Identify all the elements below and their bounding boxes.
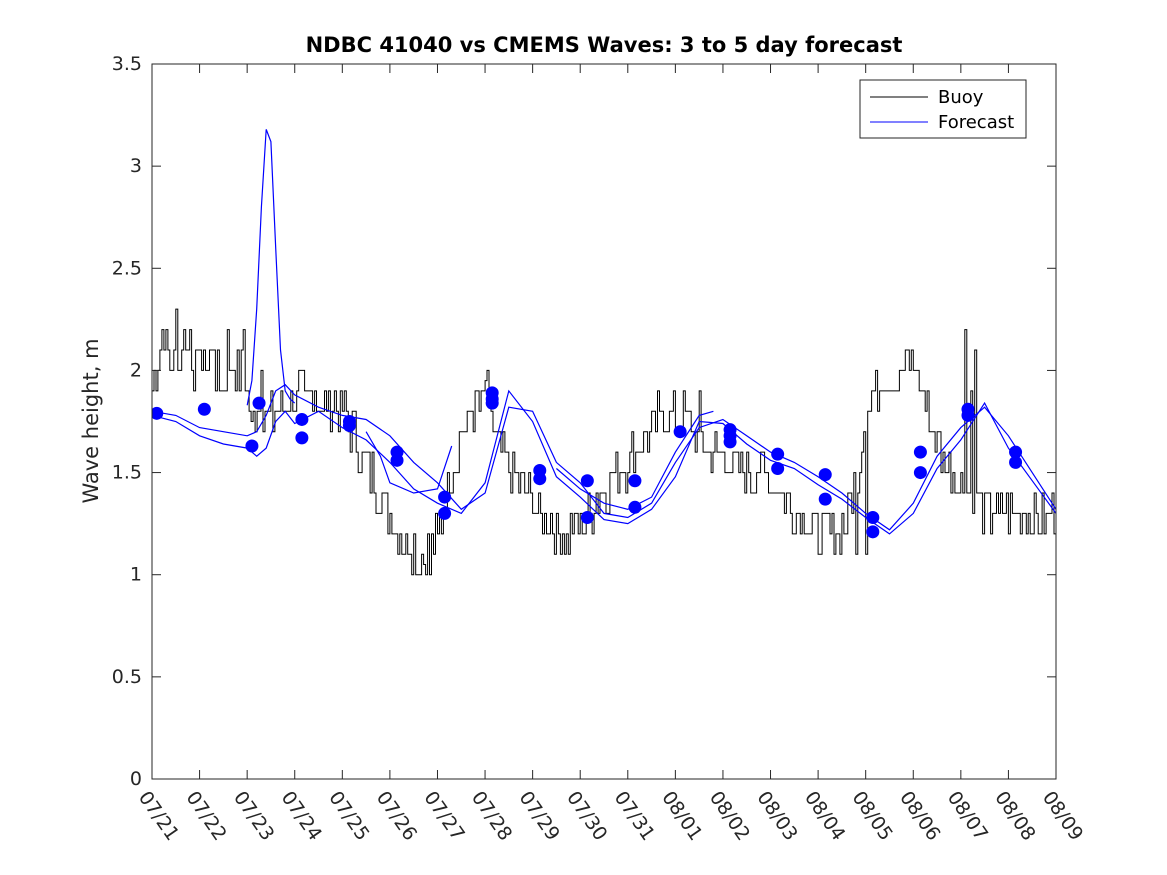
y-tick-label: 0.5: [112, 666, 142, 688]
forecast-point: [818, 468, 832, 482]
forecast-point: [152, 406, 164, 420]
y-axis: 0 0.5 1 1.5 2 2.5 3 3.5: [112, 53, 1056, 790]
forecast-point: [390, 453, 404, 467]
forecast-point: [673, 425, 687, 439]
forecast-point: [580, 511, 594, 525]
series-line-forecast-4: [365, 431, 453, 494]
forecast-point: [252, 396, 266, 410]
forecast-point: [1009, 445, 1023, 459]
y-tick-label: 1: [130, 564, 142, 586]
forecast-point: [1009, 455, 1023, 469]
legend-box: [859, 79, 1027, 139]
legend-label-forecast: Forecast: [938, 112, 1014, 133]
y-tick-label: 1.5: [112, 462, 142, 484]
y-axis-label: Wave height, m: [79, 338, 103, 503]
forecast-point: [295, 412, 309, 426]
y-tick-label: 0: [130, 768, 142, 790]
forecast-point: [245, 439, 259, 453]
legend-label-buoy: Buoy: [938, 87, 984, 108]
forecast-point: [295, 431, 309, 445]
y-tick-label: 3: [130, 155, 142, 177]
forecast-point: [533, 472, 547, 486]
plot-frame: [151, 63, 1057, 780]
y-tick-label: 3.5: [112, 53, 142, 75]
forecast-point: [866, 511, 880, 525]
forecast-point: [342, 419, 356, 433]
forecast-point: [438, 490, 452, 504]
chart-title: NDBC 41040 vs CMEMS Waves: 3 to 5 day fo…: [306, 33, 903, 57]
forecast-point: [438, 506, 452, 520]
series-line-forecast-1: [152, 383, 1056, 531]
forecast-point: [961, 408, 975, 422]
forecast-point: [866, 525, 880, 539]
forecast-point: [580, 474, 594, 488]
forecast-point: [818, 492, 832, 506]
marker-layer: [152, 386, 1023, 539]
forecast-point: [197, 402, 211, 416]
forecast-point: [628, 474, 642, 488]
forecast-point: [771, 461, 785, 475]
series-line-forecast-3: [246, 129, 296, 406]
series-line-buoy: [152, 308, 1056, 576]
forecast-point: [485, 396, 499, 410]
forecast-point: [723, 435, 737, 449]
forecast-point: [771, 447, 785, 461]
forecast-point: [913, 445, 927, 459]
forecast-point: [913, 466, 927, 480]
forecast-point: [628, 500, 642, 514]
series-line-forecast-2: [152, 389, 1056, 535]
legend: Buoy Forecast: [859, 79, 1027, 139]
y-tick-label: 2: [130, 359, 142, 381]
y-tick-label: 2.5: [112, 257, 142, 279]
